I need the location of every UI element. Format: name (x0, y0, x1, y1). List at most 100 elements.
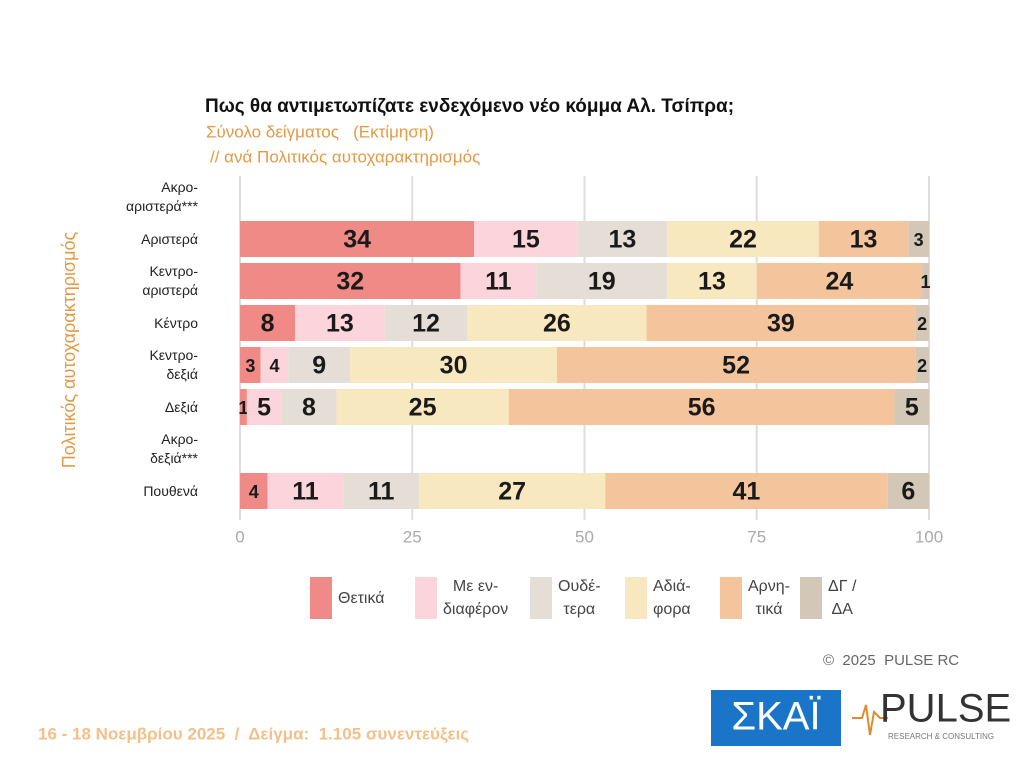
legend-swatch (625, 577, 647, 619)
data-label: 5 (905, 394, 919, 422)
bar-segment (756, 263, 923, 299)
bar-segment (336, 389, 509, 425)
bar-segment (508, 389, 895, 425)
data-label: 56 (688, 394, 716, 422)
legend-swatch (310, 577, 332, 619)
data-label: 34 (343, 226, 371, 254)
data-label: 11 (368, 478, 395, 506)
data-label: 8 (302, 394, 316, 422)
bar-segment (556, 347, 916, 383)
y-tick-label: Κεντρο- αριστερά (142, 263, 198, 298)
footer: 16 - 18 Νοεμβρίου 2025 / Δείγμα: 1.105 σ… (38, 724, 469, 743)
data-label: 26 (543, 310, 571, 338)
chart-title: Πως θα αντιμετωπίζατε ενδεχόμενο νέο κόμ… (205, 96, 734, 117)
data-label: 39 (767, 310, 795, 338)
bar-segment (818, 221, 909, 257)
data-label: 2 (917, 356, 927, 376)
bar-segment (474, 221, 578, 257)
data-label: 24 (826, 268, 854, 296)
data-label: 11 (485, 268, 512, 296)
bar-segment (240, 221, 475, 257)
x-tick-label: 75 (747, 527, 766, 546)
bar-segment (246, 389, 282, 425)
data-label: 4 (269, 356, 279, 376)
data-label: 3 (245, 356, 255, 376)
bar-segment (260, 347, 289, 383)
bar-segment (667, 263, 757, 299)
bar-segment (577, 221, 668, 257)
y-tick-label: Κέντρο (154, 314, 198, 331)
y-tick-label: Ακρο- αριστερά*** (126, 179, 198, 214)
bar-segment (343, 473, 420, 509)
bar-segment (460, 263, 537, 299)
legend-label: Με εν- διαφέρον (443, 578, 509, 618)
y-axis-label: Πολιτικός αυτοχαρακτηρισμός (59, 231, 79, 468)
data-label: 22 (729, 226, 757, 254)
legend-swatch (800, 577, 822, 619)
data-label: 13 (326, 310, 354, 338)
bar-segment (908, 221, 929, 257)
data-label: 13 (698, 268, 726, 296)
bar-segment (240, 389, 247, 425)
bar-segment (922, 263, 929, 299)
bar-segment (240, 263, 461, 299)
bar-segment (288, 347, 351, 383)
data-label: 5 (257, 394, 271, 422)
pulse-icon (852, 704, 888, 736)
bar-segment (240, 305, 296, 341)
data-label: 52 (722, 352, 750, 380)
bar-segment (295, 305, 385, 341)
bar-segment (915, 347, 929, 383)
data-label: 6 (901, 478, 915, 506)
data-label: 11 (292, 478, 319, 506)
data-label: 27 (498, 478, 526, 506)
pulse-logo: PULSE (880, 687, 1011, 731)
legend-label: Ουδέ- τερα (558, 578, 601, 618)
bar-segment (894, 389, 929, 425)
data-label: 19 (588, 268, 616, 296)
legend-swatch (530, 577, 552, 619)
data-label: 13 (850, 226, 878, 254)
legend-label: Αρνη- τικά (748, 578, 790, 618)
bar-segment (350, 347, 557, 383)
bar-segment (467, 305, 647, 341)
y-tick-label: Κεντρο- δεξιά (149, 347, 198, 382)
bar-segment (887, 473, 929, 509)
skai-logo-bg (711, 690, 841, 746)
x-tick-label: 100 (915, 527, 943, 546)
bar-segment (240, 473, 268, 509)
copyright: © 2025 PULSE RC (823, 652, 959, 669)
data-label: 3 (914, 230, 924, 250)
data-label: 13 (608, 226, 636, 254)
bar-segment (667, 221, 819, 257)
data-label: 9 (312, 352, 326, 380)
bar-segment (419, 473, 606, 509)
y-tick-label: Ακρο- δεξιά*** (150, 431, 198, 466)
y-tick-label: Αριστερά (141, 230, 198, 247)
legend-swatch (415, 577, 437, 619)
chart-subtitle: Σύνολο δείγματος (Εκτίμηση) (206, 122, 434, 141)
y-tick-label: Πουθενά (143, 482, 198, 499)
data-label: 30 (440, 352, 468, 380)
bar-segment (281, 389, 337, 425)
legend-swatch (720, 577, 742, 619)
bar-segment (536, 263, 668, 299)
chart-subtitle: // ανά Πολιτικός αυτοχαρακτηρισμός (210, 147, 480, 166)
bar-segment (384, 305, 468, 341)
y-tick-label: Δεξιά (164, 398, 198, 415)
x-tick-label: 25 (403, 527, 422, 546)
legend-label: ΔΓ / ΔΑ (828, 578, 857, 618)
data-label: 41 (733, 478, 761, 506)
data-label: 8 (261, 310, 275, 338)
data-label: 32 (336, 268, 364, 296)
data-label: 12 (412, 310, 440, 338)
legend-label: Θετικά (338, 589, 385, 607)
pulse-sub: RESEARCH & CONSULTING (888, 732, 994, 741)
data-label: 25 (409, 394, 437, 422)
bar-segment (267, 473, 344, 509)
data-label: 4 (249, 482, 259, 502)
bar-segment (915, 305, 929, 341)
bar-segment (646, 305, 916, 341)
